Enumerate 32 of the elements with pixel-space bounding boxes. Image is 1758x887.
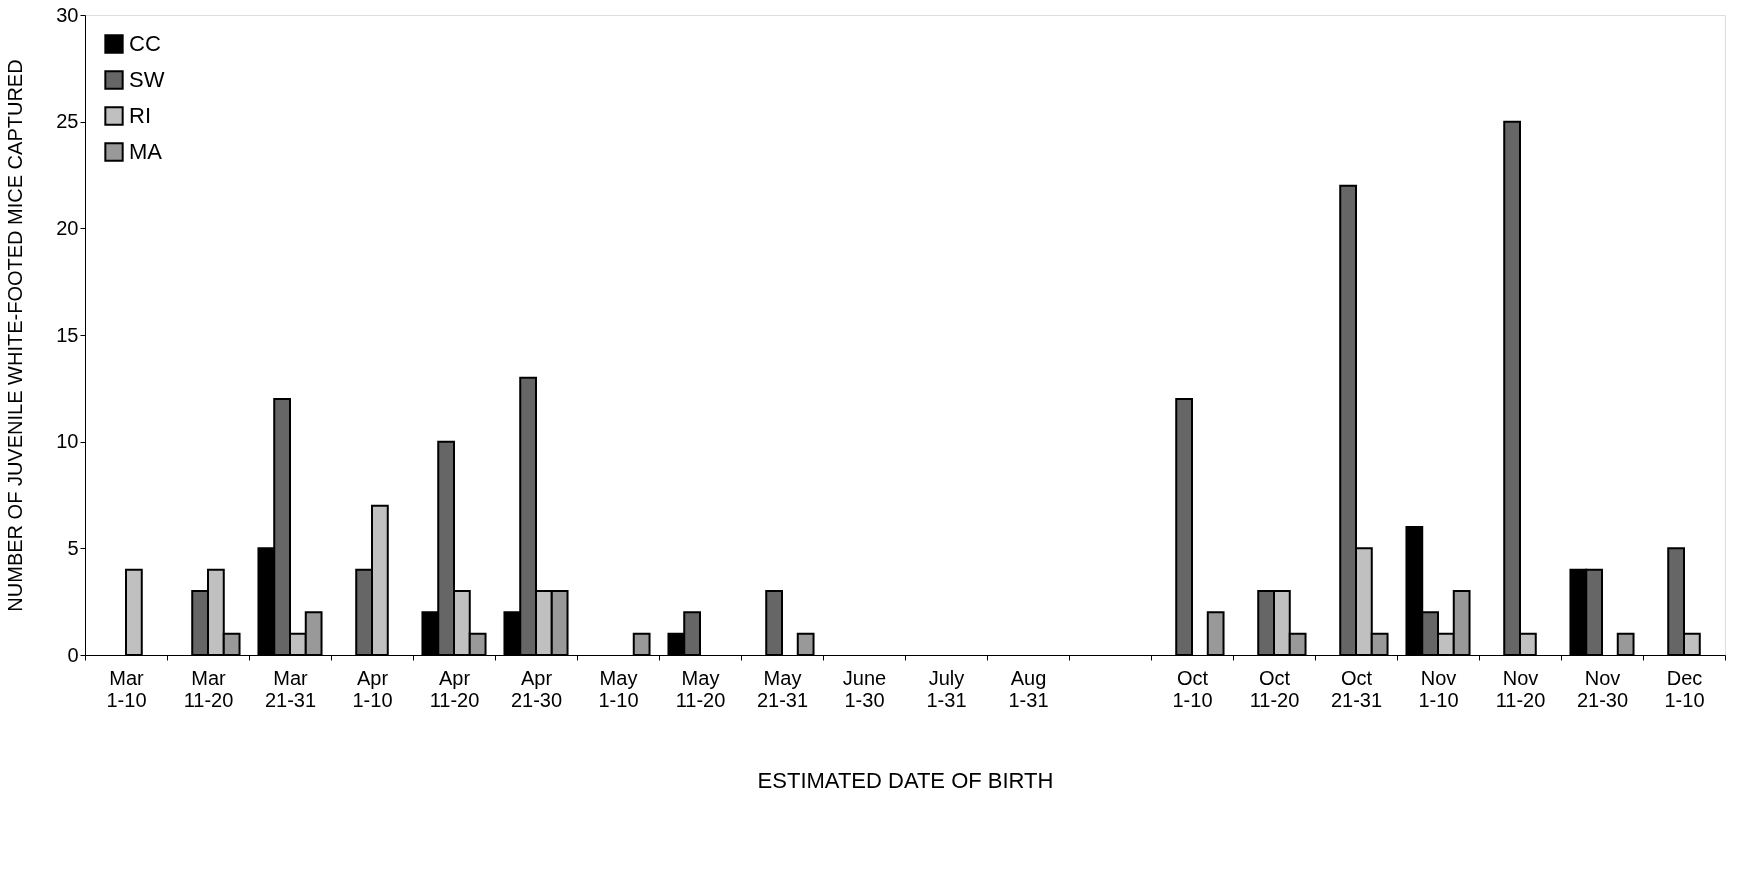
y-tick-label: 20 <box>56 216 79 239</box>
x-tick-label: Nov 1-10 <box>1418 666 1459 711</box>
x-tick-label: May 11-20 <box>675 666 726 711</box>
x-tick-label: June 1-30 <box>842 666 887 711</box>
x-tick-label: Oct 21-31 <box>1330 666 1383 711</box>
y-axis-title: NUMBER OF JUVENILE WHITE-FOOTED MICE CAPTURED <box>4 59 27 612</box>
x-tick-label: May 1-10 <box>598 666 639 711</box>
x-tick-label: Dec 1-10 <box>1664 666 1705 711</box>
x-tick-label: Nov 21-30 <box>1576 666 1629 711</box>
x-tick-label: Mar 11-20 <box>183 666 234 711</box>
x-tick-label: Oct 11-20 <box>1249 666 1300 711</box>
y-tick-label: 0 <box>67 643 79 666</box>
x-tick-label: Mar 1-10 <box>106 666 147 711</box>
legend-label: RI <box>129 103 151 128</box>
x-tick-label: May 21-31 <box>756 666 809 711</box>
legend-label: SW <box>129 67 165 92</box>
x-tick-label: Apr 21-30 <box>510 666 563 711</box>
x-tick-label: Mar 21-31 <box>264 666 317 711</box>
y-tick-label: 10 <box>56 430 79 453</box>
y-tick-label: 25 <box>56 110 79 133</box>
legend-label: MA <box>129 139 163 164</box>
y-tick-label: 15 <box>56 323 79 346</box>
y-tick-label: 5 <box>67 536 79 559</box>
legend-label: CC <box>129 31 161 56</box>
x-axis-title: ESTIMATED DATE OF BIRTH <box>757 767 1054 793</box>
x-tick-label: Nov 11-20 <box>1495 666 1546 711</box>
y-tick-label: 30 <box>56 3 79 26</box>
x-tick-label: July 1-31 <box>926 666 967 711</box>
x-tick-label: Aug 1-31 <box>1008 666 1049 711</box>
x-tick-label: Apr 11-20 <box>429 666 480 711</box>
x-tick-label: Apr 1-10 <box>352 666 393 711</box>
x-tick-label: Oct 1-10 <box>1172 666 1213 711</box>
